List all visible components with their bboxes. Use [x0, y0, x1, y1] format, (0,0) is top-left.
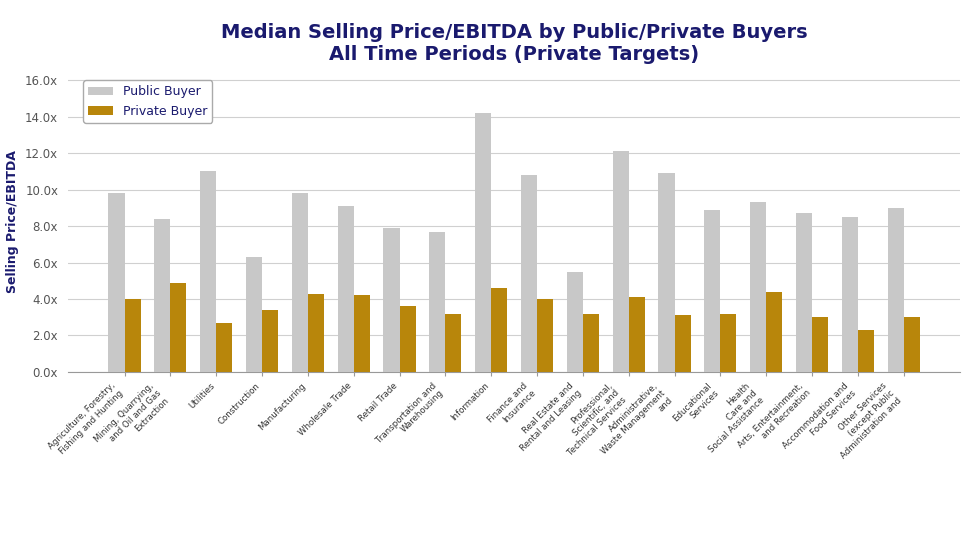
Bar: [766, 292, 781, 372]
Bar: [262, 310, 278, 372]
Title: Median Selling Price/EBITDA by Public/Private Buyers
All Time Periods (Private T: Median Selling Price/EBITDA by Public/Pr…: [221, 23, 806, 64]
Bar: [246, 257, 262, 372]
Y-axis label: Selling Price/EBITDA: Selling Price/EBITDA: [7, 150, 19, 293]
Bar: [292, 193, 307, 372]
Bar: [628, 297, 644, 372]
Bar: [307, 294, 324, 372]
Bar: [887, 208, 903, 372]
Bar: [582, 313, 598, 372]
Bar: [154, 219, 171, 372]
Bar: [857, 330, 873, 372]
Bar: [796, 213, 811, 372]
Bar: [612, 152, 628, 372]
Bar: [841, 217, 857, 372]
Bar: [566, 272, 582, 372]
Bar: [354, 295, 369, 372]
Legend: Public Buyer, Private Buyer: Public Buyer, Private Buyer: [83, 80, 212, 123]
Bar: [109, 193, 124, 372]
Bar: [337, 206, 354, 372]
Bar: [171, 283, 186, 372]
Bar: [383, 228, 399, 372]
Bar: [490, 288, 507, 372]
Bar: [124, 299, 141, 372]
Bar: [703, 210, 720, 372]
Bar: [445, 313, 461, 372]
Bar: [216, 323, 232, 372]
Bar: [520, 175, 537, 372]
Bar: [399, 306, 415, 372]
Bar: [200, 171, 216, 372]
Bar: [429, 231, 445, 372]
Bar: [475, 113, 490, 372]
Bar: [903, 317, 919, 372]
Bar: [720, 313, 735, 372]
Bar: [537, 299, 552, 372]
Bar: [811, 317, 828, 372]
Bar: [749, 202, 766, 372]
Bar: [658, 173, 673, 372]
Bar: [673, 316, 690, 372]
